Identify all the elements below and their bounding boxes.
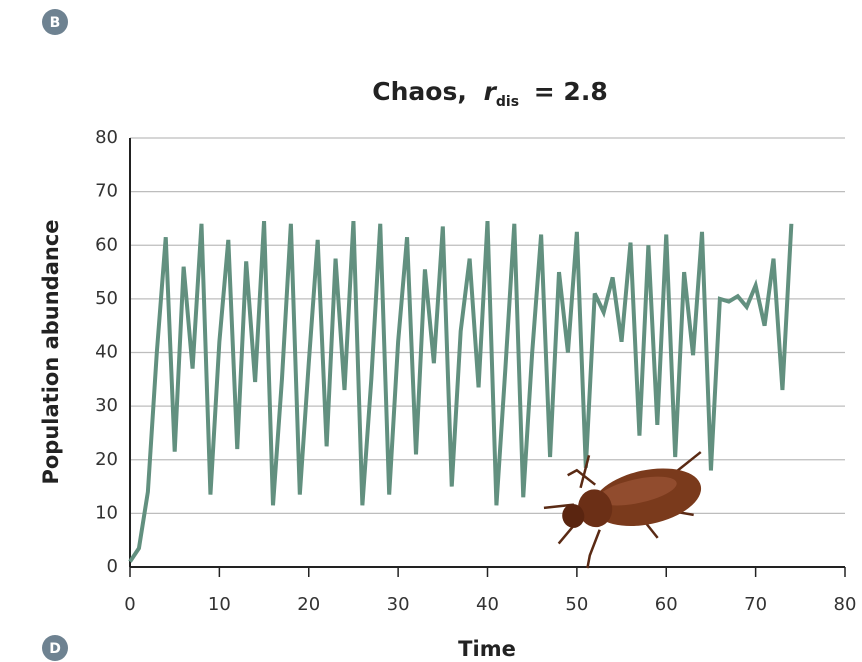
x-tick-label: 70 [744, 594, 767, 615]
beetle-illustration [543, 451, 702, 569]
y-tick-label: 40 [95, 342, 118, 363]
y-tick-label: 80 [95, 127, 118, 148]
x-tick-label: 50 [565, 594, 588, 615]
panel-badge [42, 9, 68, 35]
x-tick-label: 40 [476, 594, 499, 615]
y-tick-label: 30 [95, 395, 118, 416]
title-text: Chaos, [372, 77, 467, 106]
x-tick-label: 20 [297, 594, 320, 615]
chart-title: Chaos, rdis = 2.8 [372, 77, 607, 115]
x-axis-label: Time [458, 637, 516, 661]
title-symbol: r [484, 77, 498, 106]
x-tick-label: 30 [387, 594, 410, 615]
panel-label: B [50, 15, 61, 31]
title-subscript: dis [496, 94, 519, 110]
x-tick-label: 10 [208, 594, 231, 615]
y-axis-label: Population abundance [39, 219, 63, 484]
x-tick-label: 0 [124, 594, 135, 615]
x-tick-label: 80 [834, 594, 857, 615]
data-line [128, 221, 794, 563]
plot-area: 0 10 20 30 40 50 60 70 80 0 10 20 30 40 50 60 70 80 [95, 127, 856, 615]
y-tick-label: 0 [107, 556, 118, 577]
y-tick-label: 50 [95, 288, 118, 309]
y-tick-label: 20 [95, 449, 118, 470]
x-tick-label: 60 [655, 594, 678, 615]
title-text: = 2.8 [534, 77, 608, 106]
panel-badge [42, 635, 68, 661]
y-tick-label: 10 [95, 502, 118, 523]
y-tick-label: 70 [95, 181, 118, 202]
y-tick-label: 60 [95, 234, 118, 255]
panel-label: D [49, 641, 61, 657]
